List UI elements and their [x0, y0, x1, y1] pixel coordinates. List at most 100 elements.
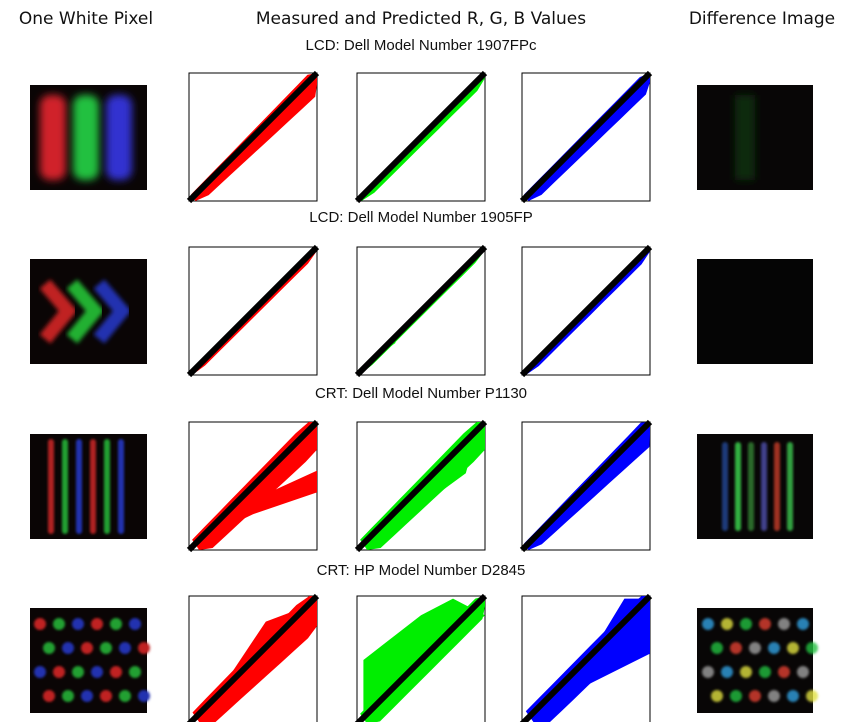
residual	[787, 690, 799, 702]
difference-image	[697, 434, 813, 539]
subpixel	[106, 95, 132, 180]
column-header: One White Pixel	[19, 9, 153, 29]
subpixel	[91, 666, 103, 678]
subpixel	[118, 439, 124, 534]
residual	[759, 618, 771, 630]
subpixel	[48, 439, 54, 534]
residual	[721, 666, 733, 678]
row: CRT: HP Model Number D2845	[30, 562, 818, 722]
residual	[735, 442, 741, 531]
residual	[787, 642, 799, 654]
row-title: LCD: Dell Model Number 1905FP	[309, 209, 532, 226]
scatter-plot	[522, 422, 650, 550]
figure: One White Pixel Measured and Predicted R…	[0, 0, 845, 722]
residual	[711, 690, 723, 702]
subpixel	[119, 690, 131, 702]
residual	[759, 666, 771, 678]
row: CRT: Dell Model Number P1130	[30, 385, 813, 550]
subpixel	[53, 618, 65, 630]
residual	[730, 642, 742, 654]
subpixel	[43, 690, 55, 702]
residual	[721, 618, 733, 630]
pixel-image	[30, 259, 147, 364]
residual	[749, 642, 761, 654]
residual	[730, 690, 742, 702]
residual	[735, 95, 755, 180]
subpixel	[34, 618, 46, 630]
subpixel	[110, 618, 122, 630]
image-bg	[697, 434, 813, 539]
scatter-plot	[189, 247, 317, 375]
row-title: LCD: Dell Model Number 1907FPc	[306, 37, 537, 54]
scatter-plot	[522, 596, 650, 722]
image-bg	[30, 434, 147, 539]
subpixel	[62, 439, 68, 534]
scatter-plot	[357, 247, 485, 375]
residual	[702, 666, 714, 678]
difference-image	[697, 85, 813, 190]
subpixel	[129, 618, 141, 630]
subpixel	[62, 642, 74, 654]
subpixel	[53, 666, 65, 678]
scatter-plot	[357, 422, 485, 550]
row-title: CRT: HP Model Number D2845	[317, 562, 526, 579]
row: LCD: Dell Model Number 1905FP	[30, 209, 813, 375]
row: LCD: Dell Model Number 1907FPc	[30, 37, 813, 201]
subpixel	[40, 95, 66, 180]
subpixel	[73, 95, 99, 180]
residual	[797, 666, 809, 678]
pixel-image	[30, 85, 147, 190]
residual	[761, 442, 767, 531]
scatter-plot	[522, 73, 650, 201]
residual	[806, 690, 818, 702]
residual	[774, 442, 780, 531]
residual	[740, 666, 752, 678]
scatter-plot	[189, 596, 317, 722]
subpixel	[76, 439, 82, 534]
residual	[722, 442, 728, 531]
subpixel	[119, 642, 131, 654]
subpixel	[62, 690, 74, 702]
subpixel	[129, 666, 141, 678]
subpixel	[72, 618, 84, 630]
residual	[797, 618, 809, 630]
subpixel	[81, 642, 93, 654]
scatter-plot	[189, 73, 317, 201]
column-header: Measured and Predicted R, G, B Values	[256, 9, 586, 29]
subpixel	[43, 642, 55, 654]
residual	[748, 442, 754, 531]
rows: LCD: Dell Model Number 1907FPc LCD: Dell …	[30, 37, 818, 722]
residual	[787, 442, 793, 531]
pixel-image	[30, 434, 147, 539]
scatter-plot	[189, 422, 317, 550]
subpixel	[138, 690, 150, 702]
residual	[768, 690, 780, 702]
scatter-plot	[522, 247, 650, 375]
residual	[768, 642, 780, 654]
pixel-image	[30, 608, 150, 713]
residual	[740, 618, 752, 630]
image-bg	[697, 259, 813, 364]
difference-image	[697, 259, 813, 364]
subpixel	[90, 439, 96, 534]
subpixel	[104, 439, 110, 534]
subpixel	[34, 666, 46, 678]
residual	[778, 618, 790, 630]
column-header: Difference Image	[689, 9, 835, 29]
scatter-plot	[357, 596, 485, 722]
residual	[711, 642, 723, 654]
scatter-plot	[357, 73, 485, 201]
subpixel	[81, 690, 93, 702]
subpixel	[110, 666, 122, 678]
subpixel	[100, 690, 112, 702]
subpixel	[138, 642, 150, 654]
residual	[749, 690, 761, 702]
difference-image	[697, 608, 818, 713]
residual	[806, 642, 818, 654]
residual	[702, 618, 714, 630]
row-title: CRT: Dell Model Number P1130	[315, 385, 527, 402]
subpixel	[72, 666, 84, 678]
subpixel	[91, 618, 103, 630]
subpixel	[100, 642, 112, 654]
residual	[778, 666, 790, 678]
